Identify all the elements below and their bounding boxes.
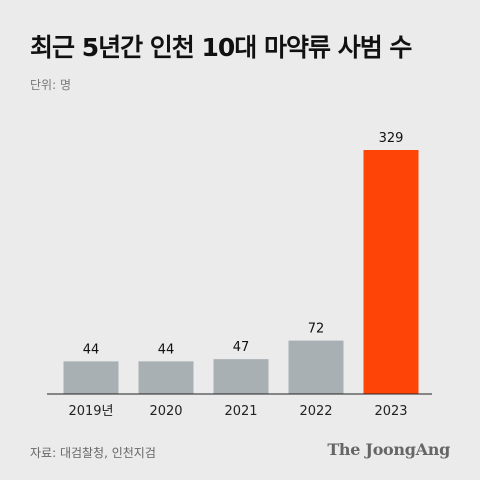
source-note: 자료: 대검찰청, 인천지검 bbox=[30, 446, 156, 460]
bar bbox=[138, 361, 194, 394]
x-tick-label: 2022 bbox=[299, 404, 332, 419]
chart-title: 최근 5년간 인천 10대 마약류 사범 수 bbox=[30, 33, 412, 62]
brand-logo: The JoongAng bbox=[327, 440, 450, 459]
data-label: 329 bbox=[379, 131, 404, 146]
unit-label: 단위: 명 bbox=[30, 78, 71, 92]
bar bbox=[363, 150, 419, 394]
x-tick-label: 2019년 bbox=[68, 404, 113, 419]
data-label: 72 bbox=[308, 322, 325, 337]
data-label: 47 bbox=[233, 340, 250, 355]
x-tick-label: 2021 bbox=[224, 404, 257, 419]
x-tick-label: 2020 bbox=[149, 404, 182, 419]
bar bbox=[63, 361, 119, 394]
bar bbox=[288, 340, 344, 394]
data-label: 44 bbox=[158, 342, 175, 357]
data-label: 44 bbox=[83, 342, 100, 357]
x-tick-label: 2023 bbox=[374, 404, 407, 419]
bar bbox=[213, 359, 269, 394]
